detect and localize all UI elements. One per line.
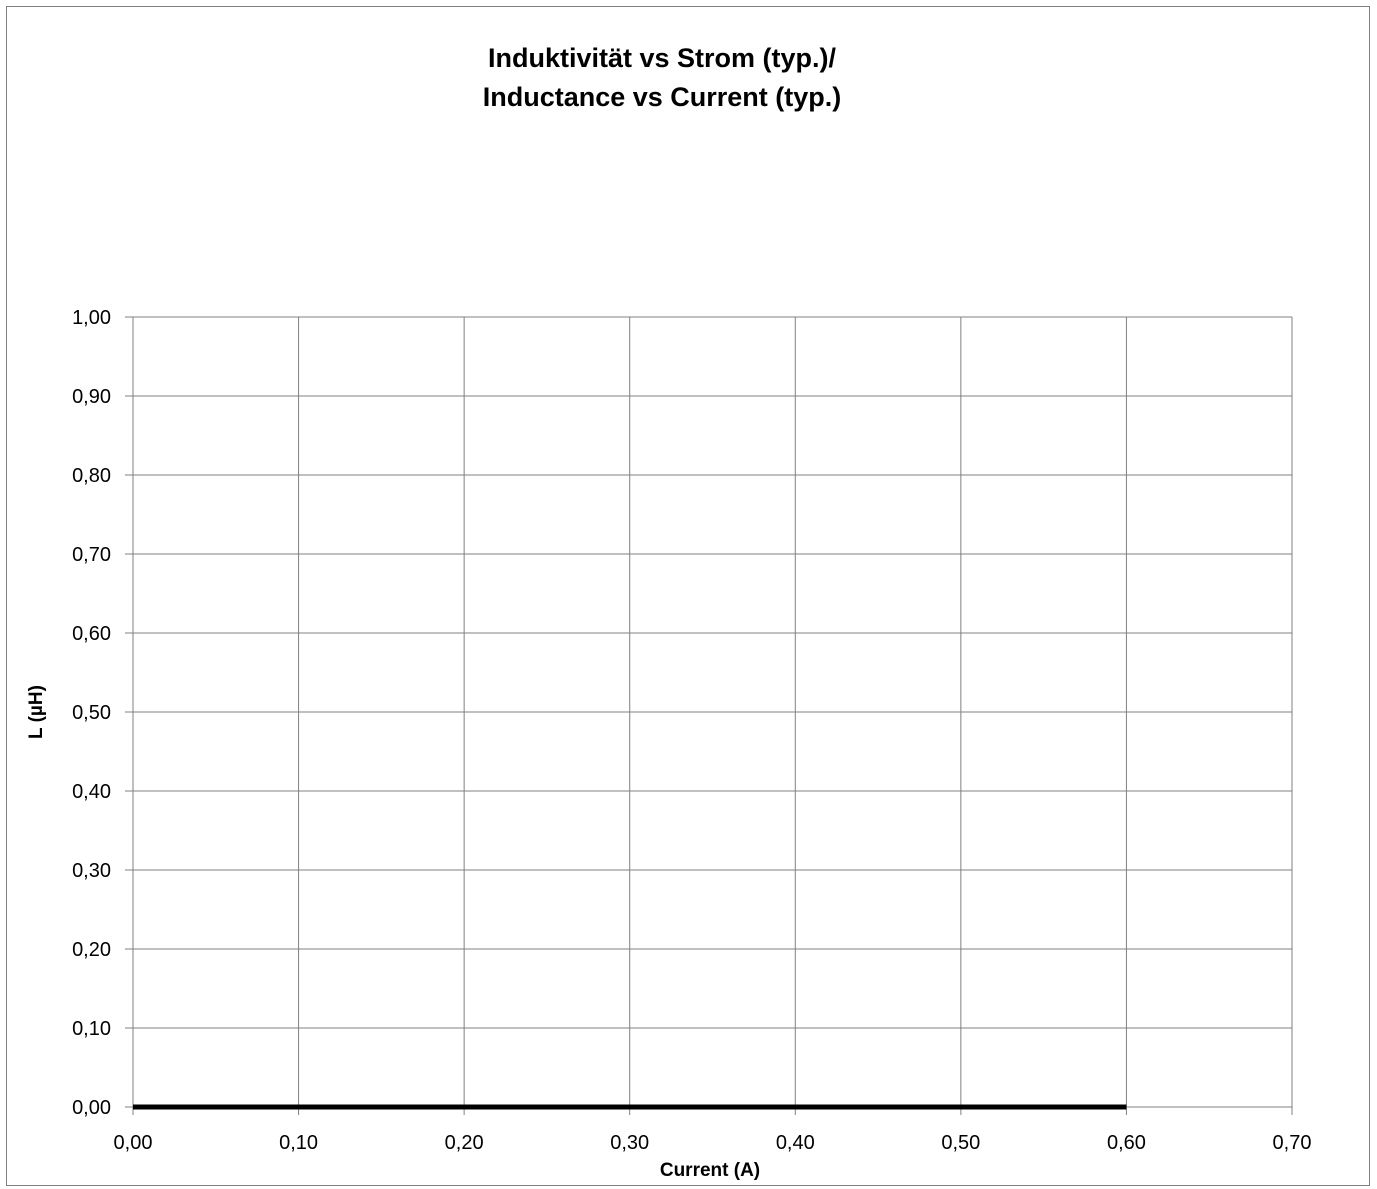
y-tick-label: 0,50: [72, 702, 111, 724]
y-tick-label: 0,30: [72, 860, 111, 882]
y-tick-label: 0,60: [72, 623, 111, 645]
y-tick-label: 0,00: [72, 1097, 111, 1119]
plot-area: 0,00 0,10 0,20 0,30 0,40 0,50 0,60 0,70 0,80 0,90…: [72, 307, 1311, 1154]
x-tick-label: 0,20: [445, 1132, 484, 1154]
chart-title-line-1: Induktivität vs Strom (typ.)/: [488, 43, 837, 73]
chart-frame: [6, 6, 1370, 1186]
y-tick-label: 0,10: [72, 1018, 111, 1040]
x-tick-label: 0,30: [610, 1132, 649, 1154]
y-tick-label: 0,70: [72, 544, 111, 566]
y-tick-label: 0,20: [72, 939, 111, 961]
chart-title-line-2: Inductance vs Current (typ.): [483, 82, 842, 112]
y-tick-label: 0,80: [72, 465, 111, 487]
y-tick-label: 1,00: [72, 307, 111, 329]
x-tick-label: 0,60: [1107, 1132, 1146, 1154]
y-tick-label: 0,90: [72, 386, 111, 408]
x-tick-label: 0,10: [279, 1132, 318, 1154]
y-axis-title: L (µH): [26, 685, 47, 739]
y-tick-label: 0,40: [72, 781, 111, 803]
x-tick-label: 0,00: [114, 1132, 153, 1154]
x-tick-label: 0,40: [776, 1132, 815, 1154]
x-tick-label: 0,50: [941, 1132, 980, 1154]
x-tick-label: 0,70: [1273, 1132, 1312, 1154]
x-axis-title: Current (A): [660, 1160, 760, 1181]
